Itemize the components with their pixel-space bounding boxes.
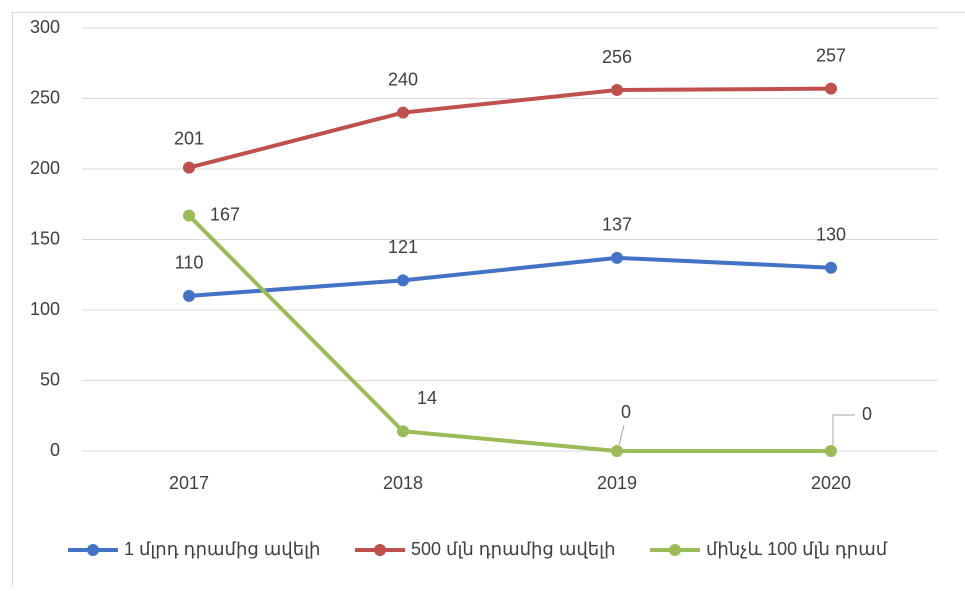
data-label: 121 <box>388 237 418 257</box>
data-point <box>397 274 409 286</box>
data-point <box>183 162 195 174</box>
x-tick-label: 2018 <box>383 473 423 493</box>
y-tick-label: 100 <box>30 299 60 319</box>
data-label: 130 <box>816 224 846 244</box>
data-point <box>825 83 837 95</box>
y-tick-label: 150 <box>30 228 60 248</box>
data-label: 240 <box>388 69 418 89</box>
y-tick-label: 300 <box>30 17 60 37</box>
data-point <box>397 425 409 437</box>
x-tick-label: 2019 <box>597 473 637 493</box>
leader-line <box>833 415 855 445</box>
data-label: 256 <box>602 47 632 67</box>
legend-marker <box>669 544 681 556</box>
data-point <box>397 107 409 119</box>
data-point <box>611 445 623 457</box>
data-label: 167 <box>210 204 240 224</box>
y-tick-label: 0 <box>50 440 60 460</box>
legend-label: մինչև 100 մլն դրամ <box>706 539 888 559</box>
data-point <box>611 252 623 264</box>
x-tick-label: 2020 <box>811 473 851 493</box>
legend-label: 500 մլն դրամից ավելի <box>411 539 615 559</box>
legend-marker <box>374 544 386 556</box>
y-tick-label: 250 <box>30 87 60 107</box>
data-label: 110 <box>175 253 204 273</box>
data-label: 201 <box>174 128 204 148</box>
y-tick-label: 50 <box>40 369 60 389</box>
data-label: 0 <box>862 404 872 424</box>
series-line <box>189 89 831 168</box>
data-point <box>183 210 195 222</box>
data-point <box>825 445 837 457</box>
data-label: 14 <box>417 388 437 408</box>
data-label: 137 <box>602 215 632 235</box>
data-point <box>825 262 837 274</box>
data-label: 0 <box>621 402 631 422</box>
data-point <box>183 290 195 302</box>
legend-label: 1 մլրդ դրամից ավելի <box>124 539 320 559</box>
legend-marker <box>87 544 99 556</box>
data-point <box>611 84 623 96</box>
x-tick-label: 2017 <box>169 473 209 493</box>
leader-line <box>619 425 624 445</box>
data-label: 257 <box>816 45 846 65</box>
y-tick-label: 200 <box>30 158 60 178</box>
series-line <box>189 216 831 451</box>
series-line <box>189 258 831 296</box>
